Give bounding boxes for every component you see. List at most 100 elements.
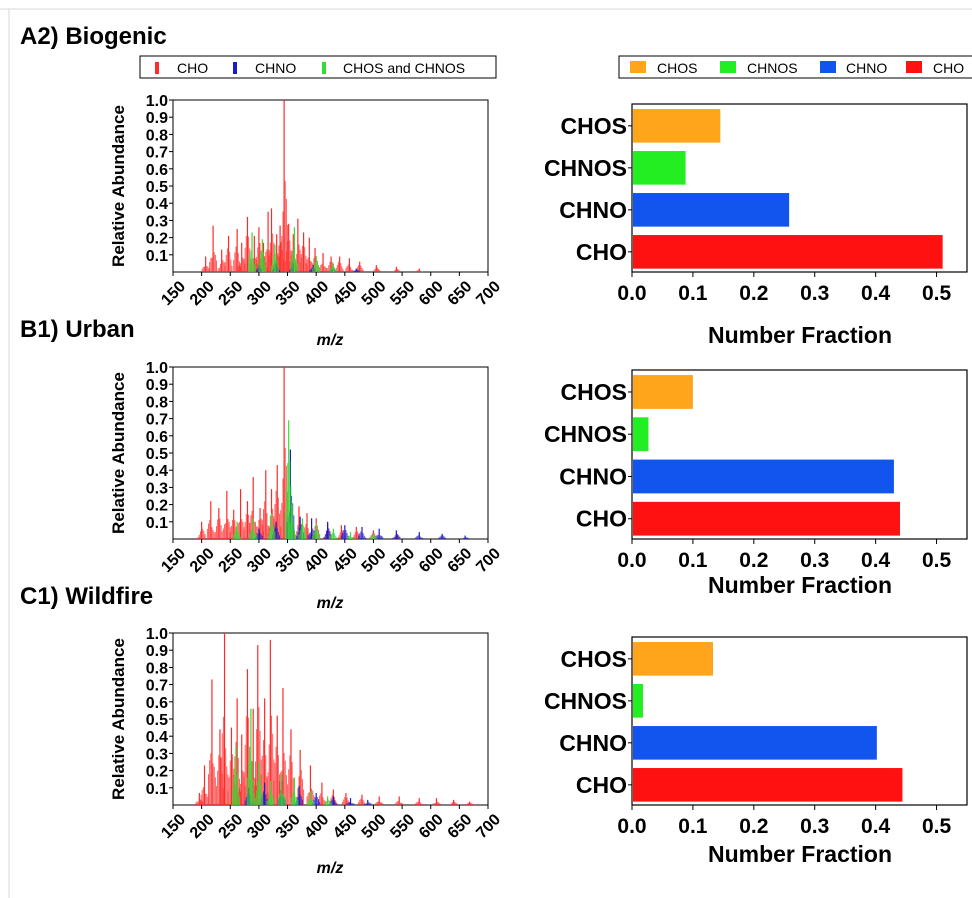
spectrum-x-tick-label: 500 (359, 811, 390, 842)
row-1: 0.10.20.30.40.50.60.70.80.91.01502002503… (109, 93, 968, 349)
bar-category-label: CHNO (559, 730, 627, 756)
bar-category-label: CHOS (561, 113, 627, 139)
spectrum-x-tick-label: 700 (473, 278, 504, 309)
spectrum-chart: 0.10.20.30.40.50.60.70.80.91.01502002503… (109, 626, 504, 877)
spectrum-y-tick-label: 0.3 (146, 480, 168, 497)
fraction-bar (633, 501, 900, 536)
fraction-bar (633, 726, 877, 760)
legend-swatch-cho (155, 62, 159, 74)
spectrum-y-tick-label: 1.0 (146, 626, 168, 643)
spectrum-y-tick-label: 0.4 (146, 463, 168, 480)
spectrum-x-tick-label: 300 (244, 811, 275, 842)
legend-swatch-chno (233, 62, 237, 74)
spectrum-x-tick-label: 600 (416, 811, 447, 842)
legend-swatch-chos (630, 61, 646, 73)
spectrum-x-tick-label: 200 (187, 811, 218, 842)
spectrum-x-tick-label: 650 (445, 811, 476, 842)
spectrum-y-tick-label: 0.8 (146, 394, 168, 411)
spectrum-y-tick-label: 0.7 (146, 145, 168, 162)
bar-x-tick-label: 0.3 (800, 282, 829, 305)
bar-x-axis-title: Number Fraction (708, 841, 892, 867)
spectrum-x-tick-label: 500 (359, 545, 390, 576)
spectrum-x-tick-label: 600 (416, 545, 447, 576)
bar-x-tick-label: 0.3 (800, 549, 829, 572)
legend-label-chnos: CHNOS (747, 60, 798, 76)
spectrum-x-tick-label: 350 (273, 811, 304, 842)
spectrum-x-tick-label: 150 (158, 811, 189, 842)
spectrum-y-tick-label: 0.6 (146, 429, 168, 446)
spectrum-x-tick-label: 150 (158, 545, 189, 576)
charts-area: 0.10.20.30.40.50.60.70.80.91.01502002503… (109, 93, 968, 877)
legend-label-chos: CHOS (657, 60, 697, 76)
spectrum-x-tick-label: 550 (387, 811, 418, 842)
spectrum-y-axis-title: Relative Abundance (109, 372, 128, 534)
spectrum-y-axis-title: Relative Abundance (109, 105, 128, 267)
spectrum-series (233, 420, 378, 539)
bar-x-tick-label: 0.0 (617, 549, 646, 572)
bar-x-tick-label: 0.5 (922, 282, 952, 305)
bar-category-label: CHNO (559, 197, 627, 223)
number-fraction-chart: CHOS CHNOS CHNO CHO 0.0 0.1 0.2 0.3 0.4 0.5 Number… (544, 103, 968, 348)
fraction-bar (633, 417, 649, 452)
legend-label-cho: CHO (177, 60, 208, 76)
bar-category-label: CHO (576, 239, 627, 265)
bar-x-tick-label: 0.0 (617, 815, 646, 838)
spectrum-y-axis-title: Relative Abundance (109, 638, 128, 800)
bar-x-tick-label: 0.2 (739, 549, 768, 572)
legend-label-cho-bar: CHO (933, 60, 964, 76)
bar-legend: CHOS CHNOS CHNO CHO (618, 55, 972, 79)
spectrum-x-tick-label: 450 (330, 811, 361, 842)
spectrum-y-tick-label: 0.5 (146, 446, 168, 463)
spectrum-x-tick-label: 550 (387, 278, 418, 309)
spectrum-y-tick-label: 0.1 (146, 781, 168, 798)
spectrum-y-tick-label: 0.7 (146, 678, 168, 695)
spectrum-y-tick-label: 0.5 (146, 179, 168, 196)
spectrum-x-tick-label: 650 (445, 278, 476, 309)
row-3: 0.10.20.30.40.50.60.70.80.91.01502002503… (109, 626, 968, 877)
fraction-bar (633, 642, 714, 676)
spectrum-x-tick-label: 600 (416, 278, 447, 309)
bar-x-tick-label: 0.4 (861, 282, 891, 305)
spectrum-x-tick-label: 150 (158, 278, 189, 309)
bar-x-tick-label: 0.1 (678, 815, 708, 838)
bar-x-tick-label: 0.4 (861, 549, 891, 572)
spectrum-series (232, 708, 332, 805)
spectrum-y-tick-label: 0.7 (146, 412, 168, 429)
spectrum-x-tick-label: 300 (244, 545, 275, 576)
bar-x-tick-label: 0.1 (678, 549, 708, 572)
spectrum-y-tick-label: 0.8 (146, 660, 168, 677)
bar-legend-box (618, 55, 972, 79)
row-2: 0.10.20.30.40.50.60.70.80.91.01502002503… (109, 360, 968, 612)
spectrum-legend: CHO CHNO CHOS and CHNOS (139, 55, 497, 79)
bar-category-label: CHOS (561, 379, 627, 405)
fraction-bar (633, 193, 790, 227)
spectrum-y-tick-label: 1.0 (146, 93, 168, 110)
bar-x-tick-label: 0.1 (678, 282, 708, 305)
spectrum-x-tick-label: 650 (445, 545, 476, 576)
panel-title-c1: C1) Wildfire (20, 583, 153, 610)
spectrum-x-tick-label: 350 (273, 278, 304, 309)
spectrum-x-tick-label: 300 (244, 278, 275, 309)
bar-x-axis-title: Number Fraction (708, 322, 892, 348)
bar-category-label: CHOS (561, 646, 627, 672)
spectrum-y-tick-label: 0.6 (146, 695, 168, 712)
spectrum-plot-frame (172, 366, 489, 540)
spectrum-chart: 0.10.20.30.40.50.60.70.80.91.01502002503… (109, 93, 504, 349)
spectrum-y-tick-label: 0.3 (146, 213, 168, 230)
spectrum-x-tick-label: 500 (359, 278, 390, 309)
bar-x-tick-label: 0.2 (739, 282, 768, 305)
spectrum-y-tick-label: 0.9 (146, 643, 168, 660)
spectrum-y-tick-label: 0.6 (146, 162, 168, 179)
legend-label-chno-bar: CHNO (846, 60, 887, 76)
bar-x-tick-label: 0.5 (922, 549, 952, 572)
number-fraction-chart: CHOS CHNOS CHNO CHO 0.0 0.1 0.2 0.3 0.4 0.5 Number… (544, 636, 968, 867)
bar-x-tick-label: 0.0 (617, 282, 646, 305)
bar-category-label: CHO (576, 506, 627, 532)
spectrum-x-tick-label: 200 (187, 278, 218, 309)
spectrum-x-tick-label: 200 (187, 545, 218, 576)
legend-swatch-chos-chnos (322, 62, 326, 74)
spectrum-x-tick-label: 700 (473, 811, 504, 842)
bar-x-tick-label: 0.4 (861, 815, 891, 838)
spectrum-x-tick-label: 250 (216, 811, 247, 842)
spectrum-y-tick-label: 0.2 (146, 231, 168, 248)
